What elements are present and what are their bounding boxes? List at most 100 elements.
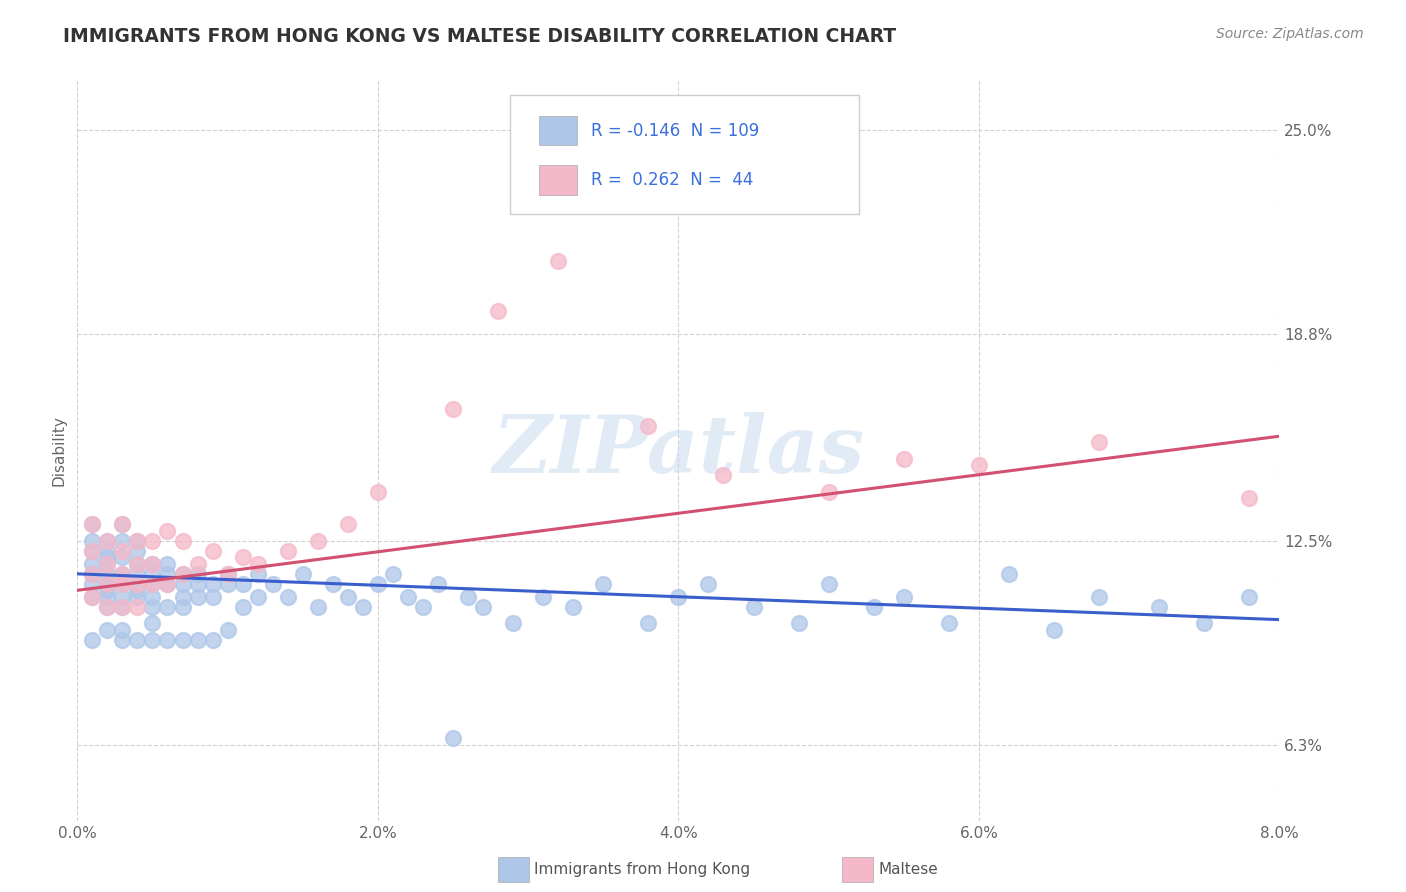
Point bbox=[141, 566, 163, 581]
Point bbox=[186, 632, 209, 647]
Point bbox=[141, 616, 163, 631]
Point bbox=[1239, 491, 1261, 505]
Point bbox=[96, 576, 118, 591]
Point bbox=[457, 590, 479, 604]
Point bbox=[96, 557, 118, 571]
Point bbox=[396, 590, 419, 604]
Text: R =  0.262  N =  44: R = 0.262 N = 44 bbox=[591, 171, 754, 189]
Point bbox=[893, 451, 915, 466]
Point bbox=[352, 599, 374, 614]
Point bbox=[862, 599, 884, 614]
Point bbox=[127, 557, 149, 571]
Point bbox=[412, 599, 434, 614]
Point bbox=[441, 731, 464, 746]
Point bbox=[381, 566, 404, 581]
Point bbox=[322, 576, 344, 591]
Point bbox=[697, 576, 720, 591]
Point bbox=[96, 576, 118, 591]
Point bbox=[111, 517, 134, 532]
Point bbox=[217, 566, 239, 581]
Point bbox=[111, 590, 134, 604]
Point bbox=[1043, 623, 1066, 637]
Point bbox=[141, 533, 163, 548]
Point bbox=[1239, 590, 1261, 604]
Point bbox=[96, 550, 118, 565]
Point bbox=[172, 632, 194, 647]
Point bbox=[156, 576, 179, 591]
Point bbox=[427, 576, 450, 591]
Point bbox=[201, 590, 224, 604]
Point bbox=[127, 599, 149, 614]
Point bbox=[172, 590, 194, 604]
Point bbox=[217, 566, 239, 581]
Point bbox=[938, 616, 960, 631]
Point bbox=[742, 599, 765, 614]
Point bbox=[217, 576, 239, 591]
Point bbox=[531, 590, 554, 604]
Point bbox=[141, 557, 163, 571]
Point bbox=[817, 484, 839, 499]
Point bbox=[817, 576, 839, 591]
Point bbox=[96, 533, 118, 548]
Text: Maltese: Maltese bbox=[879, 863, 938, 877]
Point bbox=[1149, 599, 1171, 614]
Point bbox=[127, 576, 149, 591]
Point bbox=[111, 533, 134, 548]
Point bbox=[111, 566, 134, 581]
Point bbox=[307, 533, 329, 548]
Point bbox=[141, 557, 163, 571]
Point bbox=[82, 544, 104, 558]
Point bbox=[82, 576, 104, 591]
Point bbox=[82, 517, 104, 532]
Point bbox=[668, 590, 690, 604]
Point bbox=[232, 599, 254, 614]
Text: Source: ZipAtlas.com: Source: ZipAtlas.com bbox=[1216, 27, 1364, 41]
Point bbox=[127, 533, 149, 548]
Point bbox=[1298, 599, 1320, 614]
Point bbox=[111, 632, 134, 647]
Point bbox=[127, 566, 149, 581]
Point bbox=[186, 576, 209, 591]
Point bbox=[111, 517, 134, 532]
Point bbox=[486, 303, 509, 318]
Point bbox=[441, 402, 464, 417]
Point bbox=[201, 544, 224, 558]
Point bbox=[336, 590, 359, 604]
Point bbox=[367, 484, 389, 499]
Point bbox=[246, 557, 269, 571]
Point bbox=[1194, 616, 1216, 631]
Point bbox=[111, 576, 134, 591]
Point bbox=[111, 623, 134, 637]
Point bbox=[156, 566, 179, 581]
FancyBboxPatch shape bbox=[510, 95, 859, 213]
Point bbox=[893, 590, 915, 604]
Point bbox=[82, 517, 104, 532]
Point bbox=[111, 599, 134, 614]
Point bbox=[111, 544, 134, 558]
Point bbox=[232, 550, 254, 565]
Point bbox=[96, 566, 118, 581]
FancyBboxPatch shape bbox=[538, 116, 578, 145]
Point bbox=[127, 583, 149, 598]
Point bbox=[127, 632, 149, 647]
Point bbox=[547, 254, 569, 268]
Point bbox=[277, 590, 299, 604]
Point bbox=[156, 576, 179, 591]
Point bbox=[156, 557, 179, 571]
Point bbox=[82, 590, 104, 604]
Point bbox=[141, 576, 163, 591]
Point bbox=[998, 566, 1021, 581]
Point bbox=[201, 576, 224, 591]
Point bbox=[82, 632, 104, 647]
Point bbox=[96, 557, 118, 571]
Point bbox=[96, 544, 118, 558]
Point bbox=[96, 533, 118, 548]
Point bbox=[141, 632, 163, 647]
Point bbox=[186, 566, 209, 581]
Point bbox=[96, 599, 118, 614]
Point bbox=[787, 616, 810, 631]
Point bbox=[217, 623, 239, 637]
Point bbox=[246, 590, 269, 604]
Point bbox=[562, 599, 585, 614]
Point bbox=[502, 616, 524, 631]
